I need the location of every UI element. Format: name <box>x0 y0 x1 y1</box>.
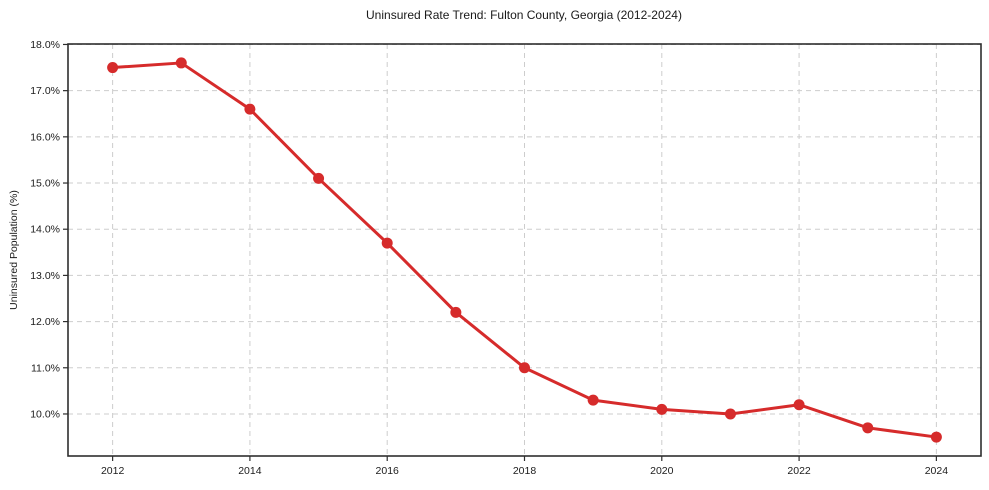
x-tick-label: 2018 <box>513 465 537 477</box>
x-tick-label: 2022 <box>787 465 811 477</box>
data-point-2015 <box>313 172 325 184</box>
y-tick-label: 14.0% <box>30 224 60 236</box>
data-point-2017 <box>450 306 462 318</box>
x-tick-label: 2014 <box>238 465 262 477</box>
data-point-2018 <box>519 362 530 374</box>
y-tick-label: 17.0% <box>30 85 60 97</box>
data-point-2013 <box>175 57 187 69</box>
x-tick-label: 2020 <box>650 465 674 477</box>
axes-spines <box>67 43 982 457</box>
y-tick-label: 12.0% <box>30 316 60 328</box>
data-point-2024 <box>930 431 942 443</box>
data-point-2021 <box>724 408 736 420</box>
data-point-2016 <box>381 237 393 249</box>
chart-title: Uninsured Rate Trend: Fulton County, Geo… <box>366 8 682 22</box>
x-tick-label: 2012 <box>101 465 125 477</box>
data-point-2019 <box>587 394 599 406</box>
data-point-2012 <box>107 62 119 74</box>
y-tick-label: 11.0% <box>31 362 60 374</box>
y-tick-label: 15.0% <box>30 178 60 190</box>
y-axis-label: Uninsured Population (%) <box>8 190 20 310</box>
data-point-2020 <box>656 403 668 415</box>
x-tick-label: 2024 <box>925 465 949 477</box>
x-tick-label: 2016 <box>376 465 400 477</box>
y-tick-label: 13.0% <box>30 270 60 282</box>
data-point-2014 <box>244 103 256 115</box>
data-point-2023 <box>862 422 874 434</box>
y-tick-label: 18.0% <box>30 39 60 51</box>
y-tick-label: 10.0% <box>30 408 60 420</box>
y-tick-label: 16.0% <box>30 131 60 143</box>
data-point-2022 <box>793 399 805 411</box>
